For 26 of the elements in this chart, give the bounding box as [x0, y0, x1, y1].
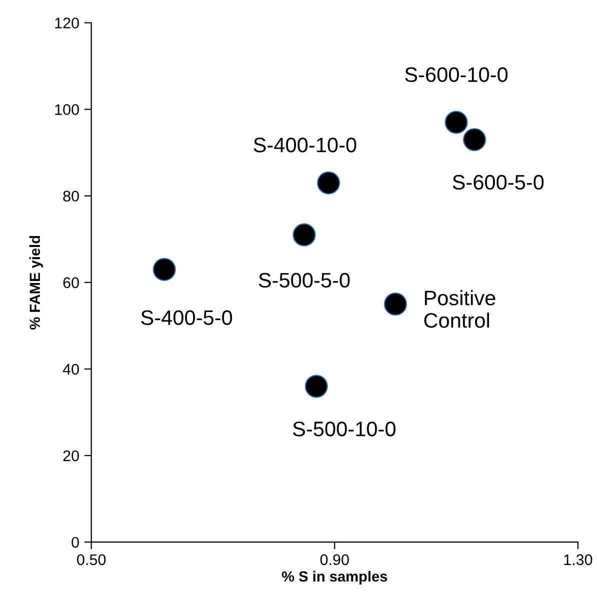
x-axis-title: % S in samples	[282, 570, 388, 585]
annotation: S-400-10-0	[254, 138, 356, 152]
annotation: S-400-5-0	[141, 310, 232, 326]
y-axis-title: % FAME yield	[29, 236, 43, 330]
point	[304, 374, 328, 398]
y-tick-label: 40	[62, 364, 79, 375]
point	[384, 292, 407, 316]
y-tick-label: 80	[63, 190, 79, 202]
annotation: S-500-10-0	[292, 422, 396, 436]
point	[152, 258, 176, 281]
point	[292, 223, 316, 246]
point	[444, 110, 468, 134]
y-tick-label: 60	[63, 277, 79, 288]
point	[317, 171, 340, 194]
annotation: S-500-5-0	[258, 272, 350, 288]
x-tick-label: 1.30	[564, 554, 592, 566]
y-tick-label: 0	[72, 536, 79, 548]
x-tick-label: 0.50	[77, 554, 106, 566]
y-tick-label: 20	[63, 450, 79, 462]
point	[462, 128, 486, 152]
y-tick-label: 120	[55, 18, 79, 28]
x-tick-label: 0.90	[320, 554, 349, 566]
annotation: S-600-10-0	[405, 67, 508, 82]
annotation: Positive Control	[424, 290, 496, 328]
annotation: S-600-5-0	[452, 174, 544, 190]
y-tick-label: 100	[55, 104, 79, 116]
